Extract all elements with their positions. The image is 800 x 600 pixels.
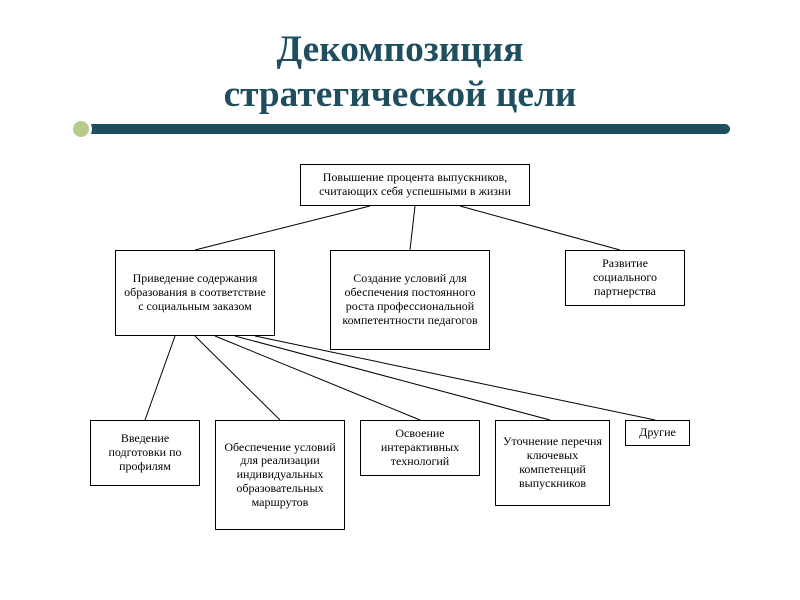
node-l3e: Другие	[625, 420, 690, 446]
title-divider-bar	[70, 124, 730, 134]
node-l2a: Приведение содержания образования в соот…	[115, 250, 275, 336]
node-l3b: Обеспечение условий для реализации индив…	[215, 420, 345, 530]
node-l3d: Уточнение перечня ключевых компетенций в…	[495, 420, 610, 506]
node-l3a: Введение подготовки по профилям	[90, 420, 200, 486]
title-divider-bullet-icon	[70, 118, 92, 140]
node-l2b: Создание условий для обеспечения постоян…	[330, 250, 490, 350]
node-l2c: Развитие социального партнерства	[565, 250, 685, 306]
node-root: Повышение процента выпускников, считающи…	[300, 164, 530, 206]
slide-title: Декомпозиция стратегической цели	[0, 28, 800, 118]
slide: Декомпозиция стратегической цели Повышен…	[0, 0, 800, 600]
node-l3c: Освоение интерактивных технологий	[360, 420, 480, 476]
